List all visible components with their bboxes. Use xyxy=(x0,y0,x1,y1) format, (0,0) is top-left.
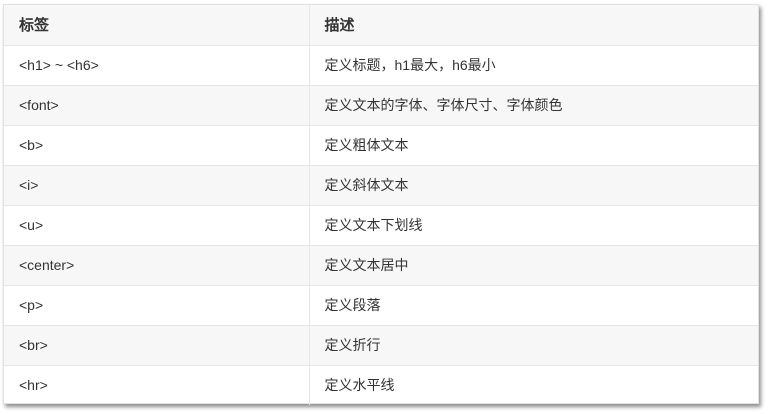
table-row: <h1> ~ <h6> 定义标题，h1最大，h6最小 xyxy=(4,45,758,86)
description-cell: 定义文本的字体、字体尺寸、字体颜色 xyxy=(309,85,758,126)
header-tag: 标签 xyxy=(4,5,310,46)
tag-cell: <font> xyxy=(4,85,310,126)
tag-cell: <p> xyxy=(4,285,310,326)
tag-cell: <center> xyxy=(4,245,310,286)
tag-cell: <br> xyxy=(4,325,310,366)
table-row: <br> 定义折行 xyxy=(4,325,758,366)
table-row: <i> 定义斜体文本 xyxy=(4,165,758,206)
tag-cell: <hr> xyxy=(4,365,310,405)
table-row: <p> 定义段落 xyxy=(4,285,758,326)
table-row: <b> 定义粗体文本 xyxy=(4,125,758,166)
description-cell: 定义文本下划线 xyxy=(309,205,758,246)
description-cell: 定义水平线 xyxy=(324,377,395,394)
description-cell: 定义折行 xyxy=(309,325,758,366)
description-cell: 定义粗体文本 xyxy=(309,125,758,166)
table-header-row: 标签 描述 xyxy=(4,5,758,46)
tag-cell: <b> xyxy=(4,125,310,166)
description-cell: 定义段落 xyxy=(309,285,758,326)
tag-cell: <i> xyxy=(4,165,310,206)
tag-table-container: 标签 描述 <h1> ~ <h6> 定义标题，h1最大，h6最小 <font> 定义文… xyxy=(3,4,759,405)
tag-table: 标签 描述 <h1> ~ <h6> 定义标题，h1最大，h6最小 <font> 定义文… xyxy=(4,5,758,405)
table-row: <center> 定义文本居中 xyxy=(4,245,758,286)
description-cell: 定义斜体文本 xyxy=(309,165,758,206)
table-row: <u> 定义文本下划线 xyxy=(4,205,758,246)
table-row: <font> 定义文本的字体、字体尺寸、字体颜色 xyxy=(4,85,758,126)
table-row: <hr> 定义水平线 xyxy=(4,365,758,405)
tag-cell: <h1> ~ <h6> xyxy=(4,45,310,86)
header-description: 描述 xyxy=(309,5,758,46)
description-cell: 定义文本居中 xyxy=(309,245,758,286)
description-cell: 定义标题，h1最大，h6最小 xyxy=(309,45,758,86)
tag-cell: <u> xyxy=(4,205,310,246)
